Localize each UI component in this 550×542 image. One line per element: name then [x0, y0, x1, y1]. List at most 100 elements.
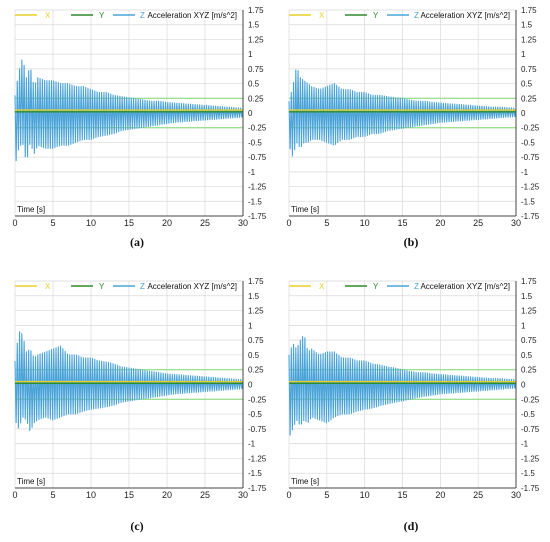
x-tick-label: 25 [473, 490, 483, 500]
x-axis-label: Time [s] [291, 477, 319, 486]
x-tick-label: 5 [324, 218, 329, 228]
legend-label-x: X [45, 11, 51, 20]
y-tick-label: -1.5 [521, 469, 535, 478]
legend-label-z: Z [414, 282, 419, 291]
legend-label-y: Y [99, 11, 105, 20]
x-tick-label: 15 [124, 490, 134, 500]
y-tick-label: -1.75 [248, 212, 267, 221]
x-tick-label: 15 [124, 218, 134, 228]
y-tick-label: 1.75 [248, 6, 264, 15]
y-tick-label: -1.25 [521, 183, 540, 192]
y-tick-label: -1.25 [521, 454, 540, 463]
y-tick-label: 1.5 [248, 292, 260, 301]
legend-label-z: Z [140, 11, 145, 20]
y-tick-label: -1.5 [521, 197, 535, 206]
y-tick-label: -0.25 [521, 124, 540, 133]
y-tick-label: -0.75 [521, 425, 540, 434]
chart-panel-4: 1.75 1.5 1.25 1 0.75 0.5 0.25 0 -0.25 -0.5 -0.75 -1… [286, 277, 539, 533]
y-tick-label: 0.25 [248, 366, 264, 375]
y-tick-label: 0 [248, 109, 253, 118]
y-tick-label: 0 [521, 109, 526, 118]
x-tick-label: 5 [324, 490, 329, 500]
x-tick-label: 0 [286, 490, 291, 500]
legend-label-y: Y [99, 282, 105, 291]
y-tick-label: 1.5 [521, 21, 533, 30]
y-tick-label: -1 [521, 168, 529, 177]
y-tick-label: 1.25 [521, 307, 537, 316]
x-tick-label: 20 [162, 490, 172, 500]
y-tick-label: 1 [248, 321, 253, 330]
y-tick-label: -0.25 [248, 124, 267, 133]
legend-label-x: X [319, 282, 325, 291]
y-tick-label: 1 [521, 50, 526, 59]
y-tick-label: -0.75 [248, 425, 267, 434]
x-tick-label: 0 [286, 218, 291, 228]
y-tick-label: -1 [521, 440, 529, 449]
x-tick-label: 25 [200, 490, 210, 500]
panel-caption: (d) [404, 519, 419, 533]
y-tick-label: 1.25 [248, 35, 264, 44]
chart-panel-1: 1.75 1.5 1.25 1 0.75 0.5 0.25 0 -0.25 -0.5 -0.75 -1… [12, 6, 266, 249]
y-tick-label: 1.25 [248, 307, 264, 316]
legend-label-y: Y [373, 282, 379, 291]
y-tick-label: -0.25 [521, 395, 540, 404]
x-tick-label: 30 [238, 218, 248, 228]
legend-label-z: Z [140, 282, 145, 291]
x-tick-label: 30 [511, 218, 521, 228]
y-tick-label: -0.25 [248, 395, 267, 404]
x-tick-label: 0 [12, 490, 17, 500]
panel-caption: (b) [404, 235, 419, 249]
y-tick-label: 0.25 [521, 94, 537, 103]
y-tick-label: -1.25 [248, 454, 267, 463]
x-tick-label: 30 [511, 490, 521, 500]
chart-title: Acceleration XYZ [m/s^2] [147, 282, 237, 291]
y-tick-label: 0.25 [521, 366, 537, 375]
y-tick-label: -1 [248, 168, 256, 177]
x-tick-label: 15 [397, 218, 407, 228]
y-tick-label: -0.5 [521, 138, 535, 147]
x-tick-label: 10 [86, 490, 96, 500]
x-axis-label: Time [s] [17, 477, 45, 486]
chart-title: Acceleration XYZ [m/s^2] [420, 11, 510, 20]
y-tick-label: -1.75 [521, 484, 540, 493]
y-tick-label: 0.25 [248, 94, 264, 103]
series-z-line [288, 69, 517, 157]
y-tick-label: 0.5 [248, 351, 260, 360]
y-tick-label: -0.5 [248, 138, 262, 147]
x-tick-label: 20 [435, 490, 445, 500]
x-tick-label: 30 [238, 490, 248, 500]
x-tick-label: 15 [397, 490, 407, 500]
y-tick-label: -1.75 [521, 212, 540, 221]
y-tick-label: 1 [248, 50, 253, 59]
series-z-line [14, 59, 244, 162]
y-tick-label: -1.75 [248, 484, 267, 493]
series-z-line [14, 331, 244, 432]
x-tick-label: 25 [200, 218, 210, 228]
x-tick-label: 10 [86, 218, 96, 228]
x-tick-label: 5 [50, 218, 55, 228]
y-tick-label: 0.75 [248, 65, 264, 74]
y-tick-label: -1.5 [248, 197, 262, 206]
legend-label-x: X [319, 11, 325, 20]
y-tick-label: 0.5 [521, 351, 533, 360]
y-tick-label: -1.25 [248, 183, 267, 192]
y-tick-label: 1.75 [521, 277, 537, 286]
y-tick-label: -0.75 [521, 153, 540, 162]
panel-caption: (a) [130, 235, 144, 249]
y-tick-label: 0.5 [248, 80, 260, 89]
x-tick-label: 0 [12, 218, 17, 228]
legend-label-x: X [45, 282, 51, 291]
y-tick-label: -0.5 [521, 410, 535, 419]
x-tick-label: 25 [473, 218, 483, 228]
y-tick-label: 1.75 [521, 6, 537, 15]
y-tick-label: 1.75 [248, 277, 264, 286]
y-tick-label: 0.75 [521, 336, 537, 345]
chart-panel-2: 1.75 1.5 1.25 1 0.75 0.5 0.25 0 -0.25 -0.5 -0.75 -1… [286, 6, 539, 249]
y-tick-label: -0.75 [248, 153, 267, 162]
x-tick-label: 20 [162, 218, 172, 228]
series-z-line [288, 336, 517, 436]
y-tick-label: 1.25 [521, 35, 537, 44]
y-tick-label: -1.5 [248, 469, 262, 478]
x-axis-label: Time [s] [291, 205, 319, 214]
legend-label-y: Y [373, 11, 379, 20]
